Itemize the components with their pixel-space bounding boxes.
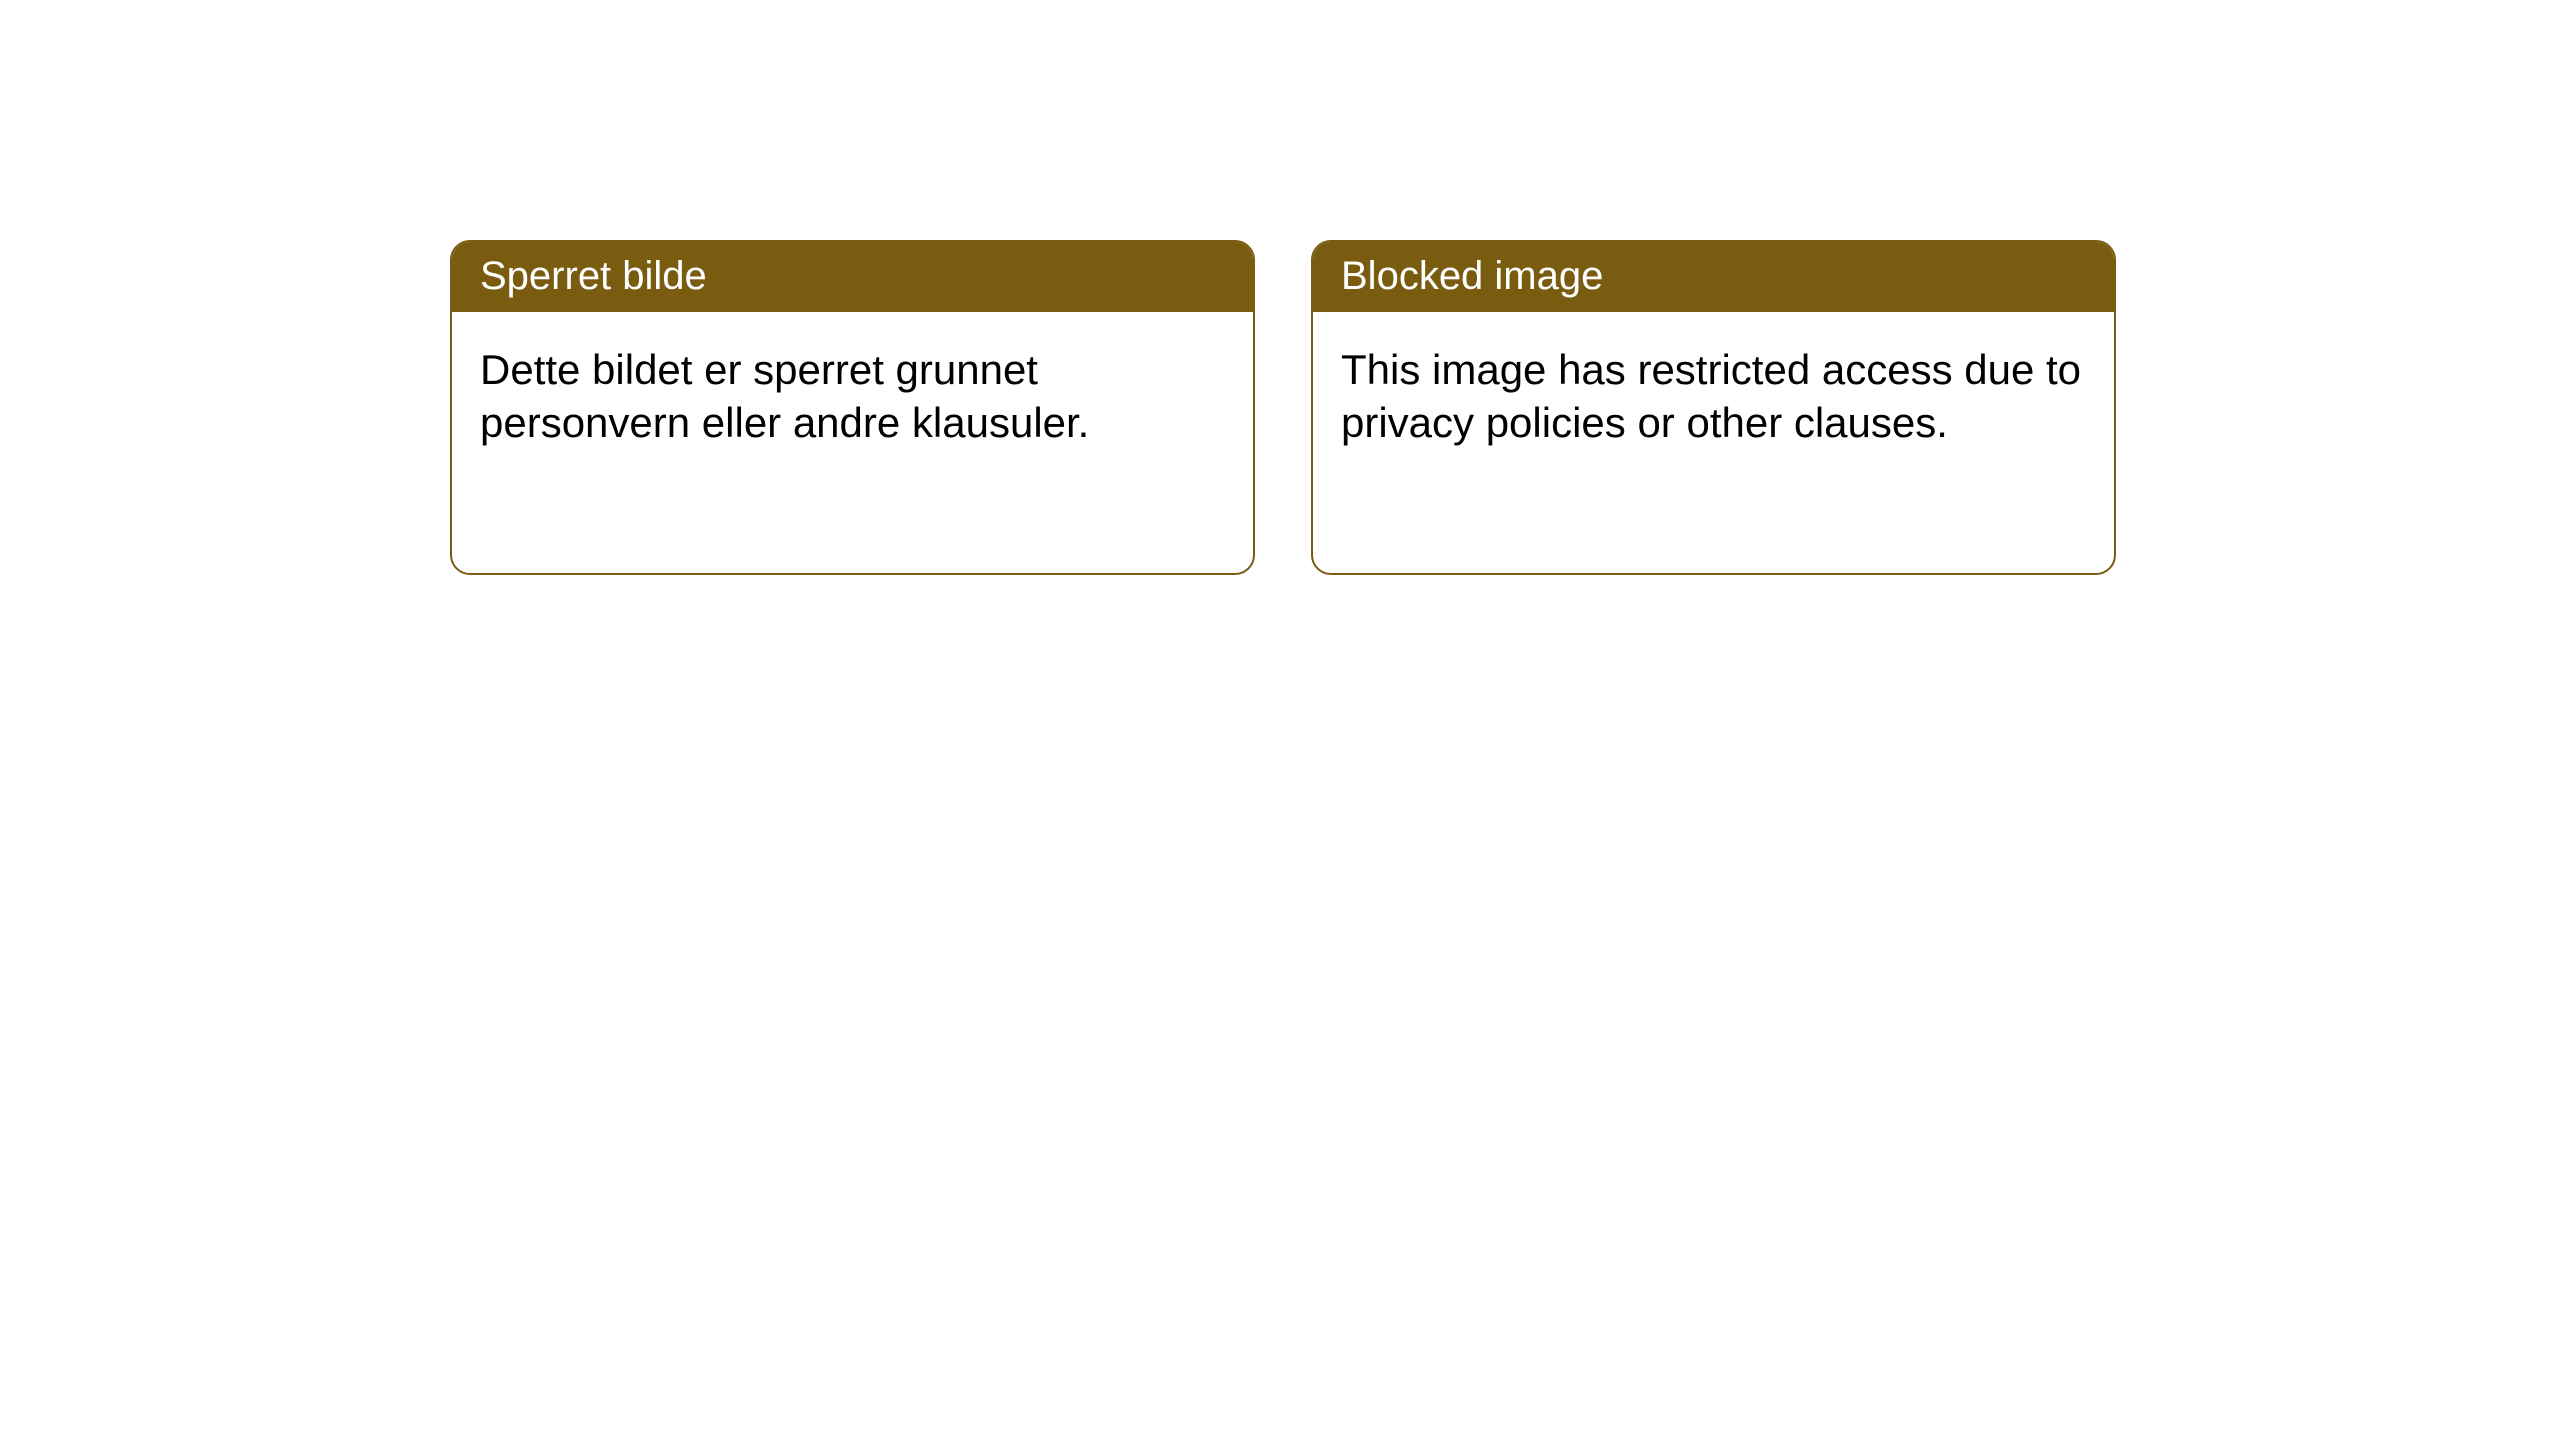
card-english: Blocked image This image has restricted … — [1311, 240, 2116, 575]
card-body-english: This image has restricted access due to … — [1313, 312, 2114, 481]
card-header-norwegian: Sperret bilde — [452, 242, 1253, 312]
card-body-norwegian: Dette bildet er sperret grunnet personve… — [452, 312, 1253, 481]
cards-container: Sperret bilde Dette bildet er sperret gr… — [0, 0, 2560, 575]
card-header-english: Blocked image — [1313, 242, 2114, 312]
card-norwegian: Sperret bilde Dette bildet er sperret gr… — [450, 240, 1255, 575]
